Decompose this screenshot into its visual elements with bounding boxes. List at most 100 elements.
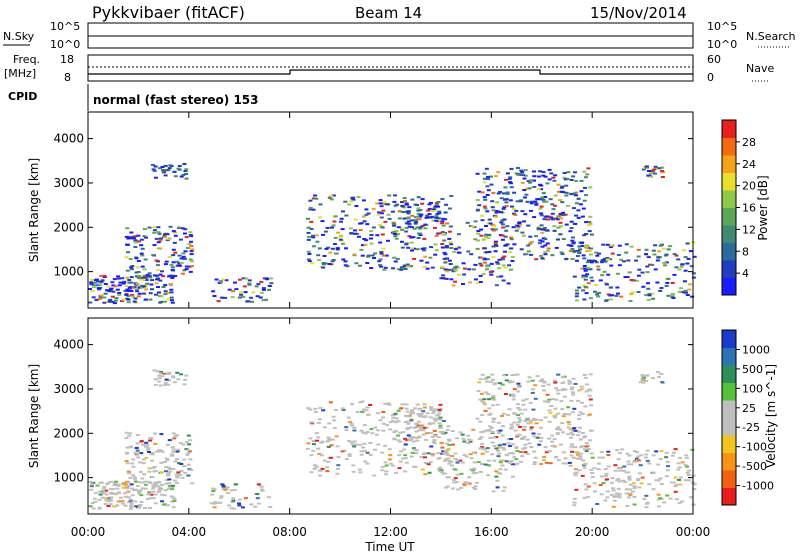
power-echo-cell xyxy=(156,277,161,280)
velocity-echo-cell xyxy=(450,487,455,490)
velocity-echo-cell xyxy=(523,443,528,446)
velocity-echo-cell xyxy=(627,488,632,491)
velocity-echo-cell xyxy=(322,459,327,462)
power-colorbar-tick-label: 20 xyxy=(742,180,756,193)
power-echo-cell xyxy=(558,199,563,202)
power-echo-cell xyxy=(379,251,384,254)
velocity-echo-cell xyxy=(654,479,659,482)
velocity-echo-cell xyxy=(579,385,584,388)
velocity-echo-cell xyxy=(160,375,165,378)
power-echo-cell xyxy=(473,278,478,281)
power-echo-cell xyxy=(103,292,108,295)
power-echo-cell xyxy=(183,170,188,172)
velocity-echo-cell xyxy=(421,429,426,432)
velocity-echo-cell xyxy=(368,404,373,406)
velocity-echo-cell xyxy=(572,427,577,430)
power-echo-cell xyxy=(500,219,505,222)
velocity-echo-cell xyxy=(558,428,563,431)
power-echo-cell xyxy=(523,196,527,199)
power-echo-cell xyxy=(425,267,430,270)
velocity-echo-cell xyxy=(466,442,471,445)
power-echo-cell xyxy=(251,291,256,294)
power-echo-cell xyxy=(369,234,374,236)
power-echo-cell xyxy=(115,288,120,291)
velocity-echo-cell xyxy=(398,440,403,443)
power-echo-cell xyxy=(520,231,525,234)
velocity-echo-cell xyxy=(497,452,502,455)
power-echo-cell xyxy=(433,243,438,246)
power-echo-cell xyxy=(645,166,649,169)
power-echo-cell xyxy=(239,293,244,296)
velocity-echo-cell xyxy=(332,427,337,430)
velocity-echo-cell xyxy=(361,446,366,449)
velocity-echo-cell xyxy=(618,469,623,472)
power-echo-cell xyxy=(331,259,336,261)
power-echo-cell xyxy=(481,238,486,241)
velocity-echo-cell xyxy=(397,454,402,457)
power-echo-cell xyxy=(647,293,652,296)
velocity-echo-cell xyxy=(414,452,419,455)
power-echo-cell xyxy=(110,281,115,284)
velocity-echo-cell xyxy=(617,480,622,483)
power-echo-cell xyxy=(570,239,575,242)
power-echo-cell xyxy=(590,279,595,282)
velocity-echo-cell xyxy=(671,451,676,454)
power-echo-cell xyxy=(427,213,432,215)
velocity-echo-cell xyxy=(573,446,578,448)
velocity-echo-cell xyxy=(417,414,422,417)
velocity-echo-cell xyxy=(335,445,340,448)
power-echo-cell xyxy=(503,186,508,189)
velocity-echo-cell xyxy=(656,479,661,482)
velocity-echo-cell xyxy=(429,409,434,412)
velocity-echo-cell xyxy=(446,454,451,456)
power-echo-cell xyxy=(480,219,485,222)
velocity-echo-cell xyxy=(224,487,229,490)
power-echo-cell xyxy=(602,258,607,261)
power-echo-cell xyxy=(560,185,565,188)
velocity-echo-cell xyxy=(556,392,561,395)
power-echo-cell xyxy=(170,301,175,304)
power-echo-cell xyxy=(405,210,410,213)
power-echo-cell xyxy=(415,226,420,229)
velocity-echo-cell xyxy=(255,493,260,495)
velocity-echo-cell xyxy=(436,452,440,455)
velocity-echo-cell xyxy=(664,475,669,478)
velocity-echo-cell xyxy=(381,411,386,413)
velocity-echo-cell xyxy=(329,444,334,447)
power-echo-cell xyxy=(562,172,567,174)
velocity-echo-cell xyxy=(231,497,236,500)
power-echo-cell xyxy=(241,277,246,280)
power-echo-cell xyxy=(269,277,274,280)
velocity-echo-cell xyxy=(421,416,426,418)
velocity-echo-cell xyxy=(453,457,458,460)
power-echo-cell xyxy=(506,282,511,285)
velocity-echo-cell xyxy=(541,459,546,461)
power-echo-cell xyxy=(658,244,663,247)
velocity-echo-cell xyxy=(328,401,333,404)
power-echo-cell xyxy=(330,247,335,250)
power-echo-cell xyxy=(616,292,620,295)
power-echo-cell xyxy=(440,246,445,249)
power-echo-cell xyxy=(139,238,144,241)
power-echo-cell xyxy=(360,254,365,257)
velocity-echo-cell xyxy=(577,457,582,460)
power-echo-cell xyxy=(341,242,345,245)
velocity-echo-cell xyxy=(624,488,629,491)
velocity-echo-cell xyxy=(157,489,162,491)
power-echo-cell xyxy=(162,235,167,238)
velocity-echo-cell xyxy=(477,438,482,440)
power-echo-cell xyxy=(227,288,232,291)
velocity-echo-cell xyxy=(446,438,451,441)
power-echo-cell xyxy=(392,256,397,259)
velocity-echo-cell xyxy=(226,492,231,494)
freq-unit-label: [MHz] xyxy=(4,67,36,80)
power-echo-cell xyxy=(377,211,382,214)
velocity-echo-cell xyxy=(454,481,459,484)
velocity-echo-cell xyxy=(670,454,675,457)
power-echo-cell xyxy=(429,246,434,249)
velocity-echo-cell xyxy=(336,456,341,459)
velocity-echo-cell xyxy=(427,422,432,425)
power-echo-cell xyxy=(505,172,510,175)
power-echo-cell xyxy=(443,261,448,264)
velocity-echo-cell xyxy=(412,448,417,451)
